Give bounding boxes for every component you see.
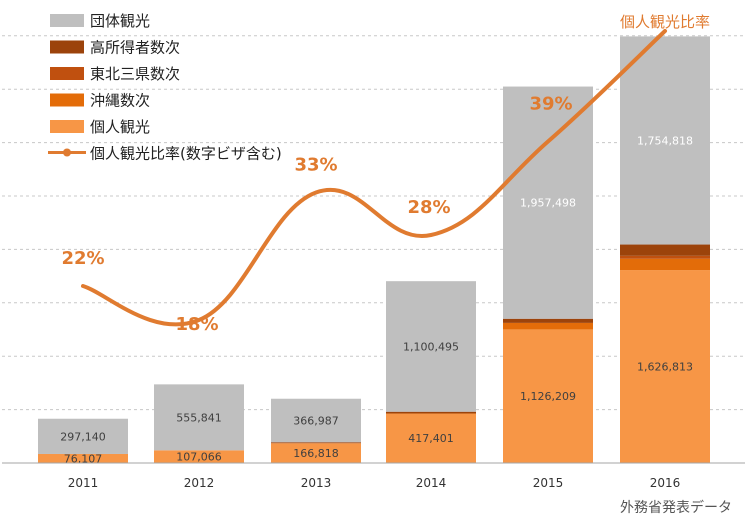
bar-value-label: 297,140: [60, 430, 106, 443]
legend-swatch: [50, 120, 84, 133]
bar-value-label: 166,818: [293, 447, 339, 460]
x-tick-label: 2012: [184, 476, 215, 490]
bar-value-label: 555,841: [176, 411, 222, 424]
legend-label: 個人観光比率(数字ビザ含む): [90, 145, 282, 163]
bar-segment: [271, 443, 361, 463]
source-note: 外務省発表データ: [620, 499, 732, 516]
legend-label: 高所得者数次: [90, 39, 180, 57]
legend-label: 団体観光: [90, 12, 150, 30]
bar-segment: [620, 244, 710, 256]
bar-segment: [386, 413, 476, 463]
bar-value-label: 1,126,209: [520, 390, 576, 403]
bar-segment: [38, 453, 128, 463]
bar-value-label: 366,987: [293, 415, 339, 428]
bar-segment: [38, 418, 128, 454]
ratio-label: 18%: [175, 314, 218, 335]
data-labels: 76,107 107,066 166,818 417,401 1,126,209 1,62…: [60, 94, 693, 466]
bar-segment: [620, 36, 710, 245]
bar-segment: [620, 258, 710, 271]
x-tick-label: 2011: [68, 476, 99, 490]
x-tick-label: 2014: [416, 476, 447, 490]
legend-swatch: [50, 14, 84, 27]
bar-value-label: 1,626,813: [637, 361, 693, 374]
ratio-line: [81, 29, 667, 327]
bar-value-label: 1,957,498: [520, 197, 576, 210]
ratio-line-path: [81, 29, 667, 327]
x-axis: 2011 2012 2013 2014 2015 2016: [2, 462, 745, 490]
bar-value-label: 1,100,495: [403, 340, 459, 353]
x-tick-label: 2016: [650, 476, 681, 490]
bar-segment: [503, 329, 593, 463]
ratio-label: 22%: [61, 248, 104, 269]
bar-segment: [154, 450, 244, 463]
legend-swatch: [50, 40, 84, 54]
ratio-label: 28%: [407, 197, 450, 218]
legend-label: 沖縄数次: [90, 92, 150, 110]
legend-marker: [63, 148, 71, 157]
bar-segment: [620, 255, 710, 259]
legend-label: 個人観光: [90, 118, 150, 136]
bar-value-label: 417,401: [408, 432, 454, 445]
bar-value-label: 76,107: [64, 452, 103, 465]
bar-segment: [503, 322, 593, 330]
bar-segment: [271, 442, 361, 444]
x-tick-label: 2013: [301, 476, 332, 490]
bar-value-label: 1,754,818: [637, 134, 693, 147]
legend-swatch: [50, 93, 84, 107]
bar-segment: [386, 411, 476, 414]
legend-label: 東北三県数次: [90, 65, 180, 83]
bar-segment: [154, 384, 244, 451]
legend-swatch: [50, 67, 84, 80]
bar-segment: [271, 398, 361, 443]
bars: [38, 36, 710, 463]
ratio-label: 39%: [529, 94, 572, 115]
bar-segment: [620, 270, 710, 463]
bar-segment: [503, 86, 593, 319]
ratio-label: 33%: [294, 155, 337, 176]
bar-segment: [503, 318, 593, 323]
bar-segment: [386, 281, 476, 412]
x-tick-label: 2015: [533, 476, 564, 490]
bar-value-label: 107,066: [176, 451, 222, 464]
highlight-title: 個人観光比率: [620, 13, 710, 31]
